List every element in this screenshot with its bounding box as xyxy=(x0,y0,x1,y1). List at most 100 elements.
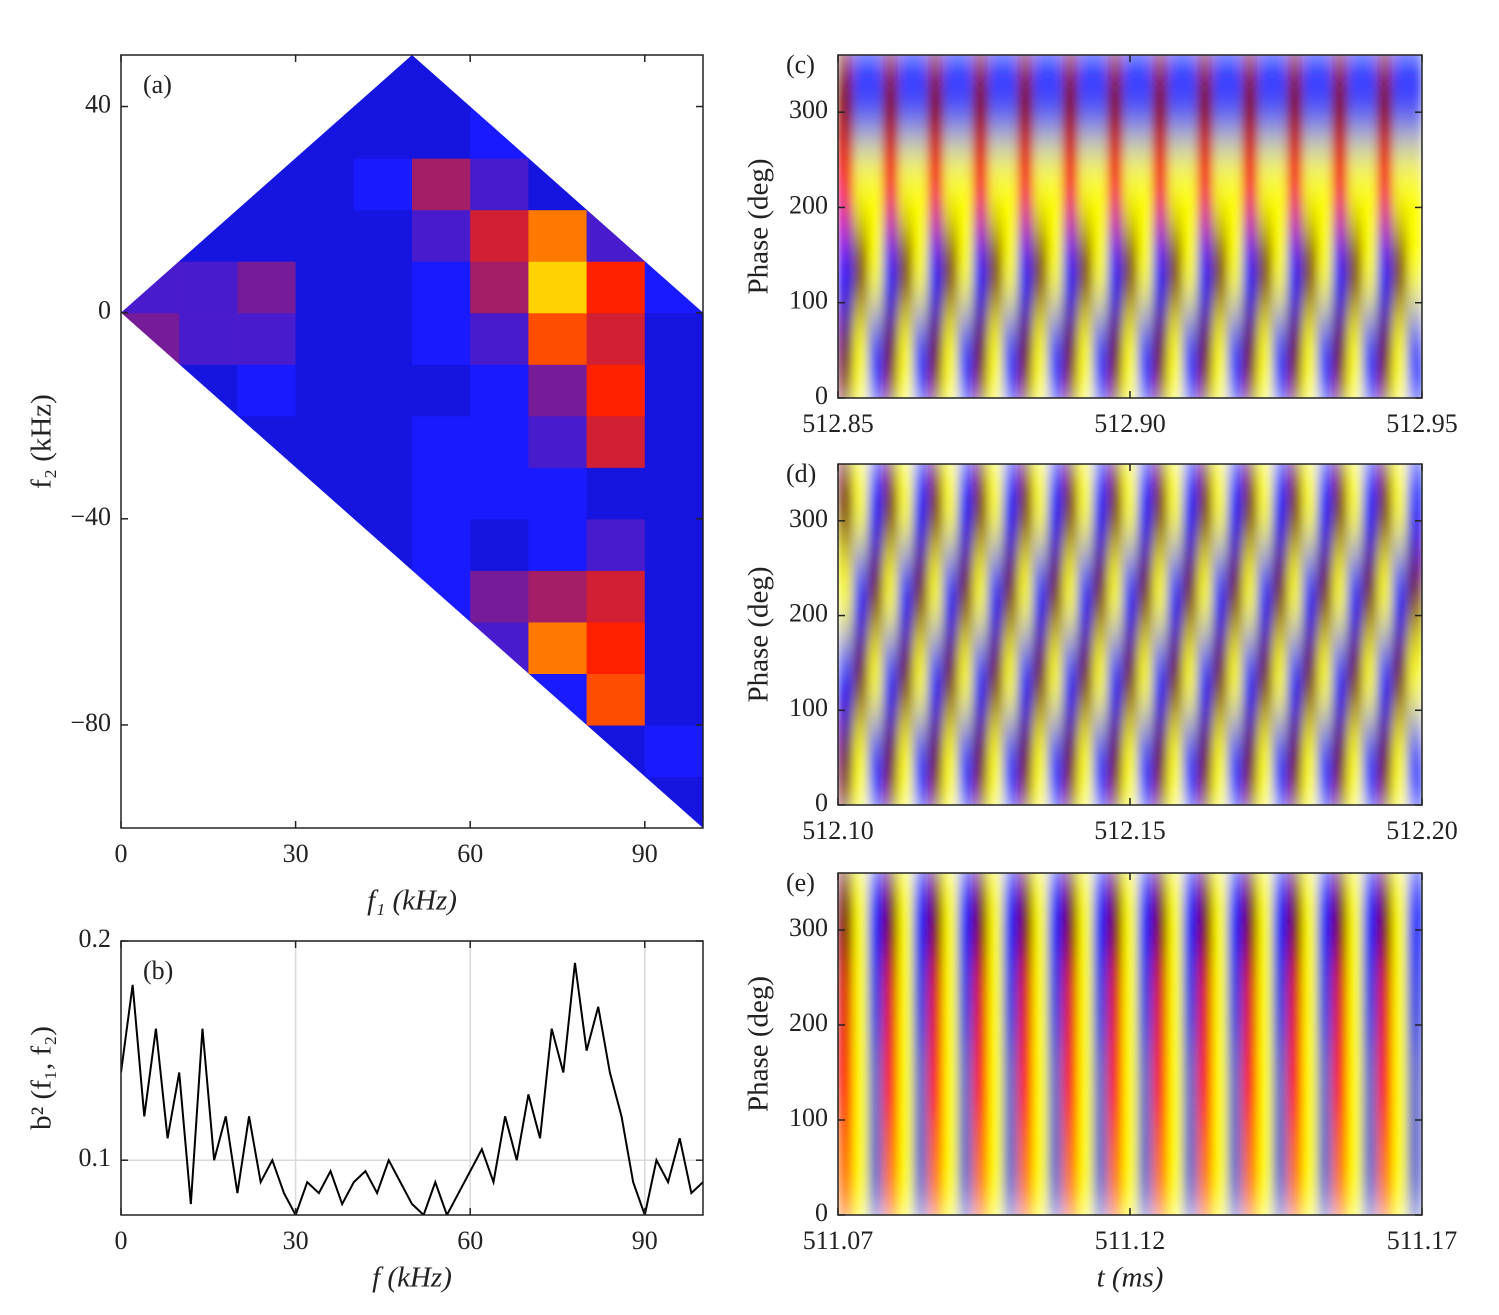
heat-cell xyxy=(852,55,869,142)
heat-cell xyxy=(912,719,929,805)
heat-cell xyxy=(882,55,899,142)
heat-cell xyxy=(912,634,929,721)
heat-cell xyxy=(1002,1044,1019,1131)
heat-cell xyxy=(927,958,944,1045)
heat-cell xyxy=(295,415,355,468)
heat-cell xyxy=(1347,634,1363,721)
heat-cell xyxy=(1212,464,1228,550)
heat-cell xyxy=(1107,958,1124,1045)
x-axis-label: f (kHz) xyxy=(372,1262,452,1294)
heat-cell xyxy=(882,1129,899,1215)
heat-cell xyxy=(1062,55,1079,142)
heat-cell xyxy=(121,261,180,314)
heat-cell xyxy=(1077,312,1094,398)
heat-cell xyxy=(838,719,854,805)
heat-cell xyxy=(1347,873,1363,960)
heat-cell xyxy=(987,958,1004,1045)
heat-cell xyxy=(237,364,297,417)
heat-cell xyxy=(1347,55,1363,142)
heat-cell xyxy=(353,467,413,520)
heat-cell xyxy=(1212,1129,1228,1215)
heat-cell xyxy=(1407,312,1422,398)
heat-cell xyxy=(912,464,929,550)
heat-cell xyxy=(1287,55,1303,142)
heat-cell xyxy=(1032,464,1049,550)
heat-cell xyxy=(852,958,869,1045)
heat-cell xyxy=(1257,140,1273,228)
heat-cell xyxy=(1257,958,1273,1045)
heat-cell xyxy=(1062,549,1079,636)
heat-cell xyxy=(1047,719,1064,805)
x-tick-label: 512.10 xyxy=(802,816,874,845)
heat-cell xyxy=(852,226,869,313)
heat-cell xyxy=(470,312,529,365)
heat-cell xyxy=(1257,226,1273,313)
heat-cell xyxy=(1332,312,1348,398)
heat-cell xyxy=(927,140,944,228)
heat-cell xyxy=(1242,549,1258,636)
heat-cell xyxy=(1197,719,1213,805)
heat-cell xyxy=(882,549,899,636)
heat-cell xyxy=(1002,549,1019,636)
heat-cell xyxy=(1257,549,1273,636)
heat-cell xyxy=(1107,464,1124,550)
heat-cell xyxy=(1287,1044,1303,1131)
heat-cell xyxy=(852,549,869,636)
heat-cell xyxy=(1302,226,1318,313)
heat-cell xyxy=(867,140,884,228)
heat-cell xyxy=(942,1129,959,1215)
heat-cell xyxy=(867,958,884,1045)
heat-cell xyxy=(237,312,297,365)
heat-cell xyxy=(1392,55,1408,142)
heat-cell xyxy=(1302,549,1318,636)
heat-cell xyxy=(867,719,884,805)
heat-cell xyxy=(1077,1129,1094,1215)
heat-cell xyxy=(897,55,914,142)
heat-cell xyxy=(1197,549,1213,636)
x-tick-label: 0 xyxy=(115,839,128,868)
heat-cell xyxy=(1242,312,1258,398)
heat-cell xyxy=(1362,464,1378,550)
heat-cell xyxy=(1107,1044,1124,1131)
heat-cell xyxy=(942,634,959,721)
x-tick-label: 60 xyxy=(457,1226,483,1255)
heat-cell xyxy=(1152,549,1169,636)
heat-cell xyxy=(1227,55,1243,142)
heat-cell xyxy=(1242,464,1258,550)
heat-cell xyxy=(1107,549,1124,636)
heat-cell xyxy=(1017,634,1034,721)
heat-cell xyxy=(586,364,646,417)
heat-cell xyxy=(1242,1129,1258,1215)
heat-cell xyxy=(1122,55,1139,142)
heat-cell xyxy=(1377,55,1393,142)
heat-cell xyxy=(353,364,413,417)
heat-cell xyxy=(1287,226,1303,313)
heat-cell xyxy=(1077,1044,1094,1131)
heat-cell xyxy=(897,140,914,228)
heat-cell xyxy=(1377,464,1393,550)
heat-cell xyxy=(528,673,588,726)
heatmap-smooth xyxy=(838,55,1422,398)
heat-cell xyxy=(912,312,929,398)
heat-cell xyxy=(867,549,884,636)
y-axis-label: f₂ (kHz) xyxy=(26,394,58,489)
heat-cell xyxy=(987,1044,1004,1131)
heat-cell xyxy=(838,226,854,313)
heat-cell xyxy=(1392,312,1408,398)
heat-cell xyxy=(470,570,529,623)
heatmap xyxy=(121,55,703,828)
heat-cell xyxy=(957,1129,974,1215)
heat-cell xyxy=(1167,55,1184,142)
heat-cell xyxy=(470,261,529,314)
heat-cell xyxy=(1122,1044,1139,1131)
y-tick-label: 300 xyxy=(789,913,828,942)
heat-cell xyxy=(644,570,703,623)
heat-cell xyxy=(1257,312,1273,398)
x-tick-label: 512.85 xyxy=(802,409,874,438)
heat-cell xyxy=(1302,1129,1318,1215)
heat-cell xyxy=(897,549,914,636)
heat-cell xyxy=(972,1129,989,1215)
heat-cell xyxy=(867,464,884,550)
heat-cell xyxy=(1182,464,1198,550)
heat-cell xyxy=(1287,719,1303,805)
